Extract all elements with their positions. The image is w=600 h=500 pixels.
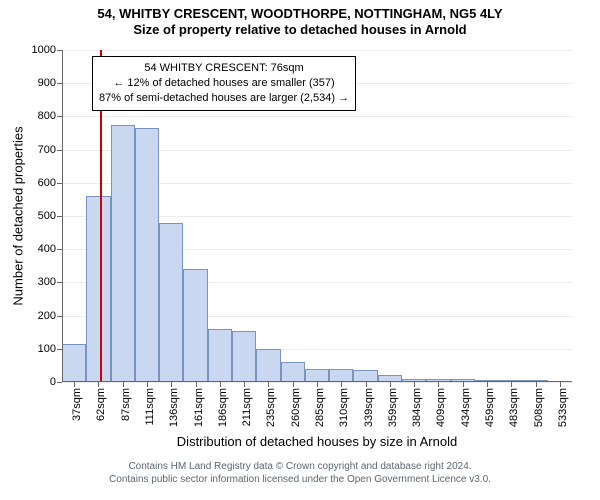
x-tick-mark (511, 382, 512, 387)
credits-line-1: Contains HM Land Registry data © Crown c… (0, 460, 600, 473)
x-tick-mark (463, 382, 464, 387)
x-tick-label: 37sqm (71, 388, 83, 421)
x-tick-label: 87sqm (120, 388, 132, 421)
grid-line (62, 50, 572, 51)
y-tick-label: 700 (38, 144, 62, 156)
x-tick-mark (341, 382, 342, 387)
x-tick-mark (74, 382, 75, 387)
x-tick-label: 434sqm (460, 388, 472, 427)
x-tick-mark (536, 382, 537, 387)
histogram-bar (183, 269, 207, 382)
x-tick-mark (171, 382, 172, 387)
annotation-box: 54 WHITBY CRESCENT: 76sqm ← 12% of detac… (92, 56, 356, 111)
histogram-bar (329, 369, 353, 382)
x-tick-mark (390, 382, 391, 387)
x-tick-label: 285sqm (314, 388, 326, 427)
histogram-bar (86, 196, 110, 382)
x-tick-label: 459sqm (484, 388, 496, 427)
x-tick-label: 483sqm (508, 388, 520, 427)
x-tick-label: 409sqm (435, 388, 447, 427)
x-tick-label: 384sqm (411, 388, 423, 427)
x-tick-mark (244, 382, 245, 387)
x-axis-line (62, 381, 572, 382)
annotation-line-3: 87% of semi-detached houses are larger (… (99, 91, 349, 106)
x-tick-label: 62sqm (95, 388, 107, 421)
y-tick-label: 400 (38, 243, 62, 255)
x-tick-label: 533sqm (557, 388, 569, 427)
x-tick-mark (438, 382, 439, 387)
credits-line-2: Contains public sector information licen… (0, 473, 600, 486)
y-tick-label: 300 (38, 276, 62, 288)
x-tick-label: 186sqm (217, 388, 229, 427)
x-tick-mark (123, 382, 124, 387)
credits: Contains HM Land Registry data © Crown c… (0, 460, 600, 486)
y-axis-line (62, 50, 63, 382)
histogram-bar (208, 329, 232, 382)
plot: 0100200300400500600700800900100037sqm62s… (62, 50, 572, 382)
x-axis-title: Distribution of detached houses by size … (62, 434, 572, 449)
y-tick-label: 800 (38, 110, 62, 122)
y-axis-title: Number of detached properties (11, 126, 26, 305)
y-tick-label: 0 (50, 376, 62, 388)
histogram-bar (281, 362, 305, 382)
x-tick-mark (560, 382, 561, 387)
histogram-bar (111, 125, 135, 382)
chart-container: 54, WHITBY CRESCENT, WOODTHORPE, NOTTING… (0, 0, 600, 500)
y-tick-label: 200 (38, 310, 62, 322)
x-tick-mark (414, 382, 415, 387)
y-tick-label: 600 (38, 177, 62, 189)
y-tick-label: 1000 (32, 44, 62, 56)
x-tick-label: 235sqm (265, 388, 277, 427)
x-tick-label: 508sqm (533, 388, 545, 427)
x-tick-mark (147, 382, 148, 387)
histogram-bar (135, 128, 159, 382)
histogram-bar (256, 349, 280, 382)
x-tick-label: 211sqm (241, 388, 253, 426)
x-tick-mark (487, 382, 488, 387)
x-tick-label: 111sqm (144, 388, 156, 426)
chart-title: 54, WHITBY CRESCENT, WOODTHORPE, NOTTING… (0, 0, 600, 39)
x-tick-mark (317, 382, 318, 387)
histogram-bar (232, 331, 256, 382)
x-tick-label: 339sqm (363, 388, 375, 427)
title-line-1: 54, WHITBY CRESCENT, WOODTHORPE, NOTTING… (0, 6, 600, 22)
x-tick-label: 260sqm (290, 388, 302, 427)
y-tick-label: 500 (38, 210, 62, 222)
x-tick-label: 136sqm (168, 388, 180, 427)
x-tick-mark (366, 382, 367, 387)
x-tick-mark (98, 382, 99, 387)
y-tick-label: 900 (38, 77, 62, 89)
grid-line (62, 116, 572, 117)
histogram-bar (159, 223, 183, 382)
annotation-line-2: ← 12% of detached houses are smaller (35… (99, 76, 349, 91)
x-tick-mark (220, 382, 221, 387)
annotation-line-1: 54 WHITBY CRESCENT: 76sqm (99, 61, 349, 76)
y-tick-label: 100 (38, 343, 62, 355)
title-line-2: Size of property relative to detached ho… (0, 22, 600, 38)
histogram-bar (305, 369, 329, 382)
x-tick-label: 310sqm (338, 388, 350, 427)
x-tick-mark (196, 382, 197, 387)
x-tick-label: 161sqm (193, 388, 205, 427)
x-tick-mark (293, 382, 294, 387)
histogram-bar (62, 344, 86, 382)
plot-area: 0100200300400500600700800900100037sqm62s… (62, 50, 572, 382)
x-tick-label: 359sqm (387, 388, 399, 427)
x-tick-mark (268, 382, 269, 387)
